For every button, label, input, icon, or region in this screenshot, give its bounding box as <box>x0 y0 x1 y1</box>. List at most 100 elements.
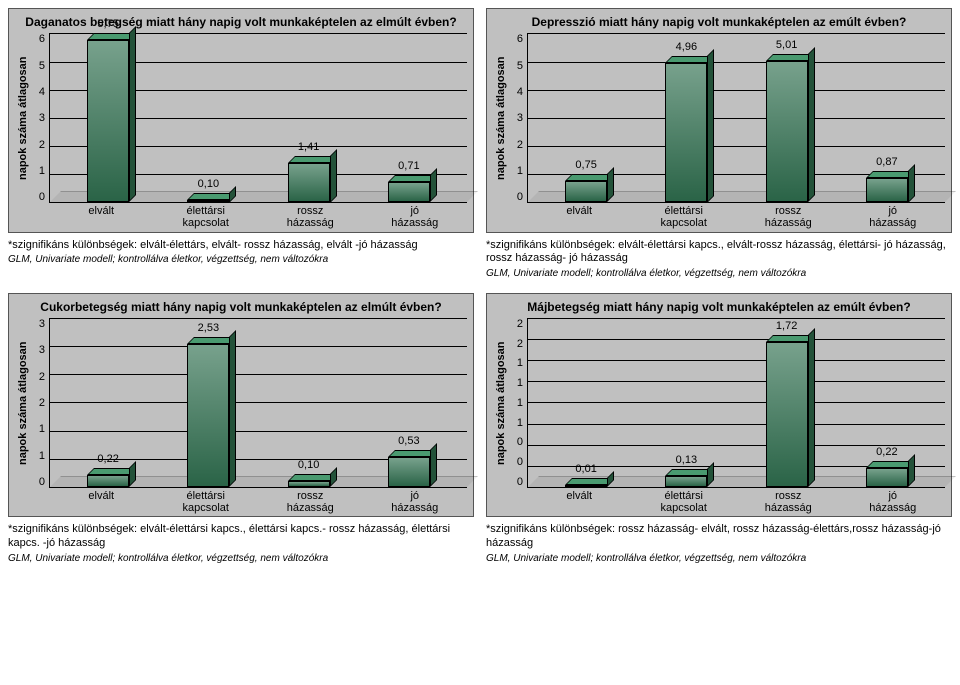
y-tick: 2 <box>509 338 523 350</box>
bar-front-face <box>187 200 229 203</box>
y-tick: 2 <box>31 397 45 409</box>
y-tick: 3 <box>31 112 45 124</box>
bar <box>766 61 808 202</box>
bar-slot: 2,53 <box>158 318 258 487</box>
y-tick: 0 <box>509 476 523 488</box>
y-tick: 3 <box>509 112 523 124</box>
y-tick: 1 <box>509 357 523 369</box>
bar-side-face <box>808 47 815 202</box>
y-tick: 0 <box>509 191 523 203</box>
bars-region: 5,75 0,10 1,41 0,71 <box>49 33 467 203</box>
y-tick: 2 <box>509 318 523 330</box>
bar-value-label: 1,41 <box>298 141 319 153</box>
bar-slot: 0,71 <box>359 33 459 202</box>
bar <box>565 181 607 202</box>
y-tick: 1 <box>509 377 523 389</box>
y-tick: 2 <box>31 139 45 151</box>
bar <box>187 344 229 487</box>
chart-box: Májbetegség miatt hány napig volt munkak… <box>486 293 952 518</box>
bar-side-face <box>129 26 136 202</box>
bar-slot: 0,10 <box>259 318 359 487</box>
x-tick-label: élettársikapcsolat <box>632 488 737 514</box>
significance-note: *szignifikáns különbségek: elvált-élettá… <box>486 239 952 267</box>
bar-side-face <box>707 462 714 487</box>
y-tick: 0 <box>509 456 523 468</box>
bar-value-label: 0,22 <box>97 453 118 465</box>
x-tick-label: élettársikapcsolat <box>154 203 259 229</box>
bar <box>187 200 229 203</box>
bar-slot: 0,87 <box>837 33 937 202</box>
x-tick-label: elvált <box>527 488 632 514</box>
bar-front-face <box>665 63 707 203</box>
chart-box: Cukorbetegség miatt hány napig volt munk… <box>8 293 474 518</box>
bar-front-face <box>766 342 808 487</box>
y-tick: 3 <box>31 318 45 330</box>
bar-value-label: 0,75 <box>575 159 596 171</box>
bar-front-face <box>388 182 430 202</box>
y-tick: 1 <box>509 417 523 429</box>
y-axis-label: napok száma átlagosan <box>493 33 509 203</box>
model-note: GLM, Univariate modell; kontrollálva éle… <box>8 254 474 267</box>
y-tick: 4 <box>31 86 45 98</box>
bar-front-face <box>565 485 607 487</box>
bar <box>87 40 129 202</box>
chart-title: Daganatos betegség miatt hány napig volt… <box>15 15 467 29</box>
model-note: GLM, Univariate modell; kontrollálva éle… <box>486 268 952 281</box>
bar-slot: 5,01 <box>737 33 837 202</box>
x-axis-labels: elváltélettársikapcsolatrosszházasságjóh… <box>527 488 945 514</box>
bar-value-label: 1,72 <box>776 320 797 332</box>
y-axis-label: napok száma átlagosan <box>15 318 31 488</box>
bar <box>388 457 430 487</box>
bars: 0,22 2,53 0,10 0,53 <box>50 318 467 487</box>
bar-front-face <box>766 61 808 202</box>
x-tick-label: élettársikapcsolat <box>632 203 737 229</box>
bar-value-label: 0,87 <box>876 156 897 168</box>
bar-value-label: 0,53 <box>398 435 419 447</box>
x-tick-label: rosszházasság <box>258 488 363 514</box>
bar-value-label: 0,10 <box>198 178 219 190</box>
bar-side-face <box>908 454 915 487</box>
bar-value-label: 5,75 <box>97 18 118 30</box>
bar-front-face <box>388 457 430 487</box>
chart-box: Daganatos betegség miatt hány napig volt… <box>8 8 474 233</box>
bar-slot: 5,75 <box>58 33 158 202</box>
bar-value-label: 0,13 <box>676 454 697 466</box>
model-note: GLM, Univariate modell; kontrollálva éle… <box>8 553 474 566</box>
bar-side-face <box>330 149 337 203</box>
bar-side-face <box>229 330 236 487</box>
bar <box>388 182 430 202</box>
bar <box>665 63 707 203</box>
y-tick: 1 <box>31 423 45 435</box>
chart-title: Májbetegség miatt hány napig volt munkak… <box>493 300 945 314</box>
bar <box>866 468 908 487</box>
bar-front-face <box>866 178 908 203</box>
y-tick: 1 <box>31 450 45 462</box>
y-tick: 2 <box>509 139 523 151</box>
bar-front-face <box>87 40 129 202</box>
y-tick: 1 <box>31 165 45 177</box>
bar-side-face <box>607 471 614 487</box>
y-tick: 0 <box>31 191 45 203</box>
chart-panel: Depresszió miatt hány napig volt munkaké… <box>486 8 952 281</box>
bar-value-label: 4,96 <box>676 41 697 53</box>
x-tick-label: rosszházasság <box>258 203 363 229</box>
y-axis-ticks: 6543210 <box>31 33 49 203</box>
bar <box>288 163 330 203</box>
bar-side-face <box>808 328 815 487</box>
bar-value-label: 5,01 <box>776 39 797 51</box>
bar-front-face <box>665 476 707 487</box>
significance-note: *szignifikáns különbségek: elvált-élettá… <box>8 239 474 253</box>
y-tick: 1 <box>509 165 523 177</box>
chart-panel: Daganatos betegség miatt hány napig volt… <box>8 8 474 281</box>
x-tick-label: élettársikapcsolat <box>154 488 259 514</box>
bar <box>766 342 808 487</box>
bar-side-face <box>430 443 437 487</box>
bar-slot: 0,13 <box>636 318 736 487</box>
x-tick-label: jóházasság <box>841 203 946 229</box>
bar-side-face <box>607 167 614 202</box>
bars: 5,75 0,10 1,41 0,71 <box>50 33 467 202</box>
bar <box>87 475 129 487</box>
x-axis-labels: elváltélettársikapcsolatrosszházasságjóh… <box>49 203 467 229</box>
bar-value-label: 2,53 <box>198 322 219 334</box>
bar-front-face <box>565 181 607 202</box>
